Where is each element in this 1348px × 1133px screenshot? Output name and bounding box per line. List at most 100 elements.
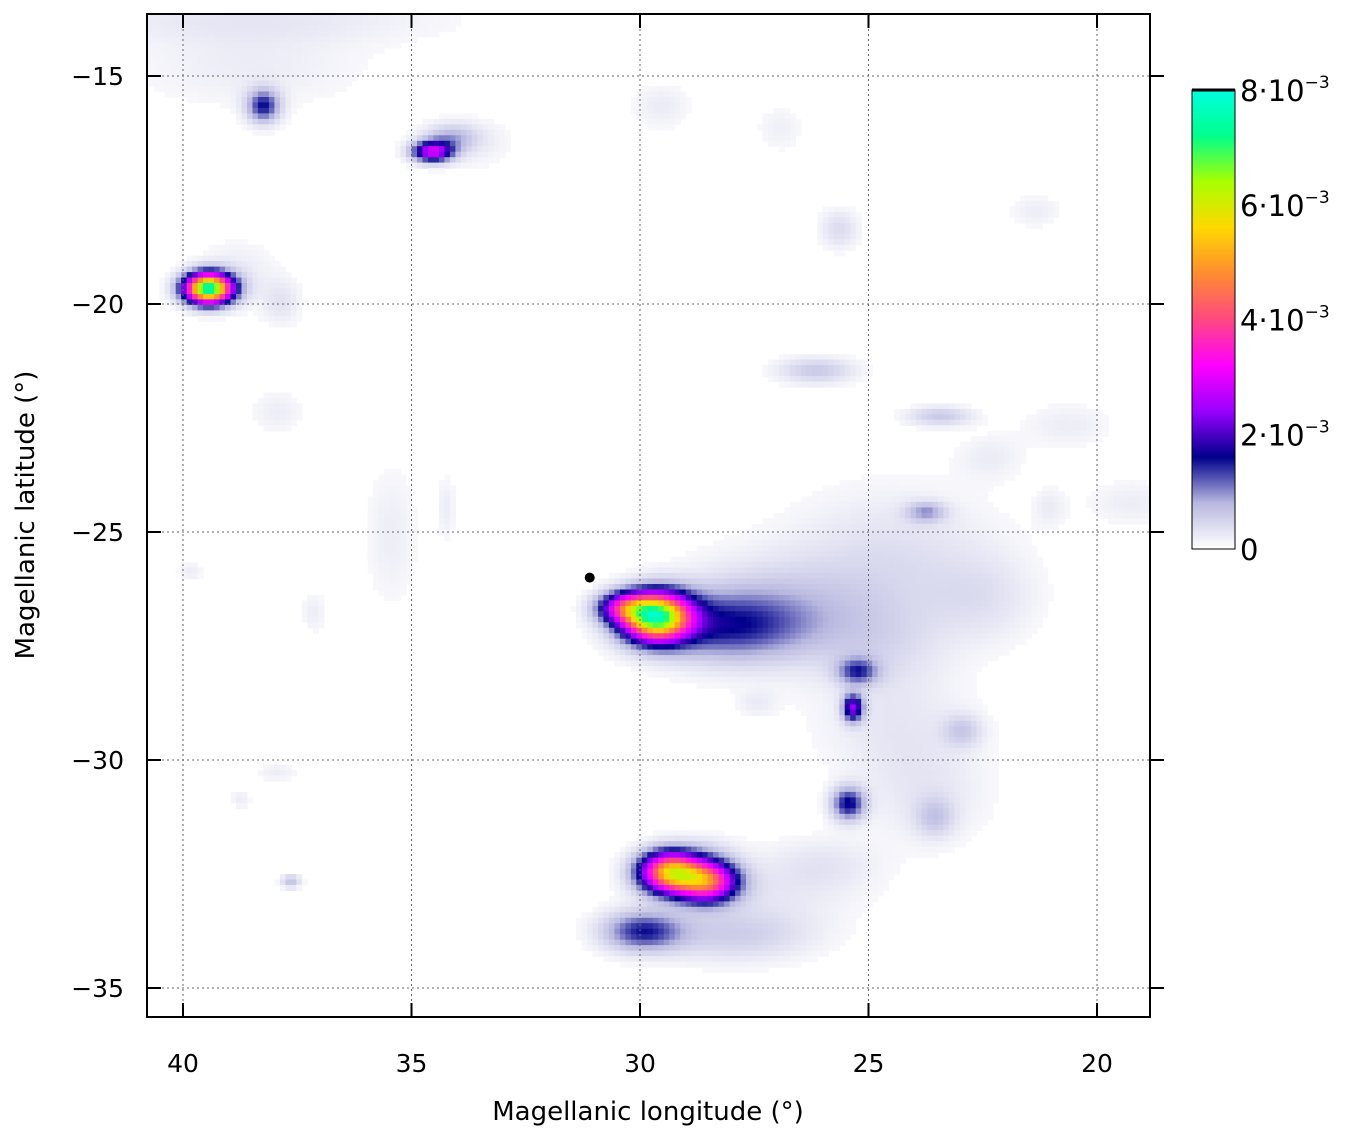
heatmap-cell [866, 496, 873, 503]
heatmap-cell [247, 102, 254, 109]
heatmap-cell [192, 58, 199, 65]
heatmap-cell [789, 611, 796, 618]
heatmap-cell [938, 518, 945, 525]
heatmap-cell [438, 146, 445, 153]
heatmap-cell [921, 682, 928, 689]
heatmap-cell [1003, 458, 1010, 465]
heatmap-cell [1009, 436, 1016, 443]
heatmap-cell [850, 655, 857, 662]
heatmap-cell [230, 261, 237, 268]
heatmap-cell [268, 36, 275, 43]
heatmap-cell [883, 660, 890, 667]
heatmap-cell [976, 534, 983, 541]
heatmap-cell [378, 36, 385, 43]
heatmap-cell [850, 589, 857, 596]
heatmap-cell [373, 485, 380, 492]
heatmap-cell [981, 414, 988, 421]
heatmap-cell [992, 551, 999, 558]
heatmap-cell [181, 4, 187, 10]
heatmap-cell [768, 140, 775, 147]
heatmap-cell [406, 523, 413, 530]
heatmap-cell [959, 611, 966, 618]
heatmap-cell [1069, 403, 1076, 410]
heatmap-cell [148, 42, 155, 49]
heatmap-cell [1135, 518, 1142, 525]
heatmap-cell [279, 310, 286, 317]
heatmap-cell [329, 58, 336, 65]
heatmap-cell [438, 485, 445, 492]
heatmap-cell [186, 567, 193, 574]
heatmap-cell [981, 633, 988, 640]
heatmap-cell [367, 534, 374, 541]
heatmap-cell [1102, 512, 1109, 519]
heatmap-cell [444, 501, 451, 508]
heatmap-cell [998, 512, 1005, 519]
heatmap-cell [773, 616, 780, 623]
heatmap-cell [768, 529, 775, 536]
heatmap-cell [757, 688, 764, 695]
heatmap-cell [1091, 436, 1098, 443]
heatmap-cell [346, 0, 352, 5]
heatmap-cell [285, 86, 292, 93]
heatmap-cell [811, 529, 818, 536]
heatmap-cell [236, 75, 243, 82]
heatmap-cell [345, 64, 352, 71]
heatmap-cell [630, 655, 637, 662]
heatmap-cell [192, 25, 199, 32]
heatmap-cell [395, 540, 402, 547]
heatmap-cell [1118, 491, 1125, 498]
heatmap-cell [164, 47, 171, 54]
heatmap-cell [263, 272, 270, 279]
heatmap-cell [872, 605, 879, 612]
heatmap-cell [778, 365, 785, 372]
heatmap-cell [455, 162, 462, 169]
heatmap-cell [625, 584, 632, 591]
heatmap-cell [1091, 425, 1098, 432]
heatmap-cell [1031, 594, 1038, 601]
heatmap-cell [795, 616, 802, 623]
heatmap-cell [905, 496, 912, 503]
heatmap-cell [828, 217, 835, 224]
heatmap-cell [630, 605, 637, 612]
heatmap-cell [789, 540, 796, 547]
heatmap-cell [280, 0, 286, 5]
heatmap-cell [844, 206, 851, 213]
heatmap-cell [356, 53, 363, 60]
heatmap-cell [290, 299, 297, 306]
heatmap-cell [401, 0, 407, 5]
heatmap-cell [948, 666, 955, 673]
heatmap-cell [192, 562, 199, 569]
heatmap-cell [318, 616, 325, 623]
heatmap-cell [740, 644, 747, 651]
heatmap-cell [894, 671, 901, 678]
heatmap-cell [230, 86, 237, 93]
heatmap-cell [285, 118, 292, 125]
heatmap-cell [751, 649, 758, 656]
heatmap-cell [340, 64, 347, 71]
heatmap-cell [422, 124, 429, 131]
heatmap-cell [417, 135, 424, 142]
heatmap-cell [411, 124, 418, 131]
heatmap-cell [652, 644, 659, 651]
heatmap-cell [850, 496, 857, 503]
heatmap-cell [899, 480, 906, 487]
heatmap-cell [197, 315, 204, 322]
heatmap-cell [1042, 211, 1049, 218]
heatmap-cell [444, 512, 451, 519]
heatmap-cell [296, 403, 303, 410]
heatmap-cell [658, 666, 665, 673]
heatmap-cell [938, 414, 945, 421]
heatmap-cell [263, 414, 270, 421]
heatmap-cell [844, 233, 851, 240]
heatmap-cell [1036, 600, 1043, 607]
heatmap-cell [1031, 512, 1038, 519]
heatmap-cell [959, 485, 966, 492]
heatmap-cell [910, 660, 917, 667]
heatmap-cell [954, 491, 961, 498]
heatmap-cell [499, 129, 506, 136]
heatmap-cell [186, 97, 193, 104]
heatmap-cell [746, 578, 753, 585]
heatmap-cell [757, 556, 764, 563]
heatmap-cell [987, 605, 994, 612]
heatmap-cell [652, 671, 659, 678]
